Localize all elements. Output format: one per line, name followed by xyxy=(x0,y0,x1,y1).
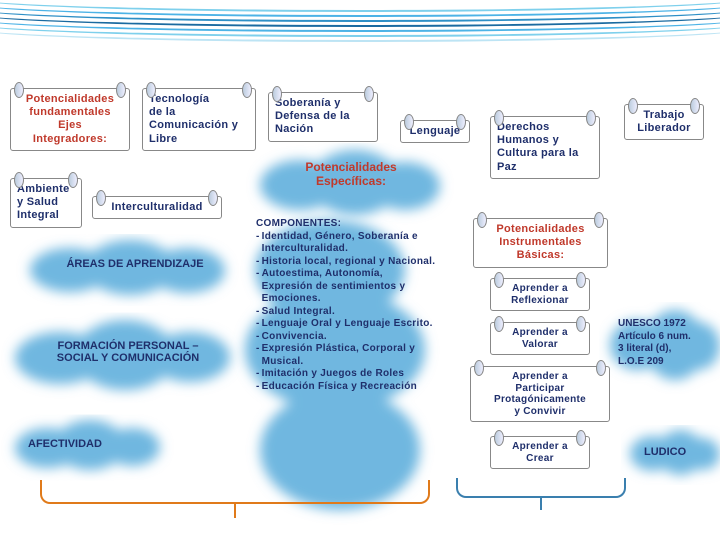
cloud-bg-areas xyxy=(30,240,230,300)
bracket-blue xyxy=(456,478,626,498)
bracket-red xyxy=(40,480,430,504)
box-soberania: Soberanía y Defensa de la Nación xyxy=(268,92,378,142)
box-aprender-reflexionar: Aprender a Reflexionar xyxy=(490,278,590,311)
componentes-item: -Identidad, Género, Soberanía e Intercul… xyxy=(256,231,436,256)
box-trabajo: Trabajo Liberador xyxy=(624,104,704,140)
componentes-item: -Autoestima, Autonomía, Expresión de sen… xyxy=(256,268,436,306)
bracket-blue-stem xyxy=(540,498,542,510)
box-potencialidades-fundamentales: Potencialidades fundamentales Ejes Integ… xyxy=(10,88,130,151)
title-potencialidades-especificas: Potencialidades Específicas: xyxy=(276,160,426,188)
componentes-item: -Lenguaje Oral y Lenguaje Escrito. xyxy=(256,318,436,331)
componentes-item: -Salud Integral. xyxy=(256,306,436,319)
title-unesco: UNESCO 1972 Artículo 6 num. 3 literal (d… xyxy=(618,318,718,368)
box-aprender-crear: Aprender a Crear xyxy=(490,436,590,469)
box-interculturalidad: Interculturalidad xyxy=(92,196,222,219)
box-potencialidades-instrumentales: Potencialidades Instrumentales Básicas: xyxy=(473,218,608,268)
componentes-title: COMPONENTES: xyxy=(256,218,436,231)
title-afectividad: AFECTIVIDAD xyxy=(28,438,148,450)
box-derechos: Derechos Humanos y Cultura para la Paz xyxy=(490,116,600,179)
componentes-item: -Convivencia. xyxy=(256,331,436,344)
box-tecnologia: Tecnología de la Comunicación y Libre xyxy=(142,88,256,151)
title-formacion: FORMACIÓN PERSONAL – SOCIAL Y COMUNICACI… xyxy=(28,340,228,364)
componentes-item: -Expresión Plástica, Corporal y Musical. xyxy=(256,343,436,368)
box-aprender-valorar: Aprender a Valorar xyxy=(490,322,590,355)
title-areas: ÁREAS DE APRENDIZAJE xyxy=(45,258,225,270)
componentes-block: COMPONENTES: -Identidad, Género, Soberan… xyxy=(256,218,436,393)
componentes-item: -Educación Física y Recreación xyxy=(256,381,436,394)
box-ambiente: Ambiente y Salud Integral xyxy=(10,178,82,228)
componentes-items: -Identidad, Género, Soberanía e Intercul… xyxy=(256,231,436,394)
componentes-item: -Historia local, regional y Nacional. xyxy=(256,256,436,269)
decorative-waves xyxy=(0,0,720,50)
title-ludico: LUDICO xyxy=(644,446,714,458)
box-lenguaje: Lenguaje xyxy=(400,120,470,143)
bracket-red-stem xyxy=(234,504,236,518)
componentes-item: -Imitación y Juegos de Roles xyxy=(256,368,436,381)
box-aprender-participar: Aprender a Participar Protagónicamente y… xyxy=(470,366,610,422)
